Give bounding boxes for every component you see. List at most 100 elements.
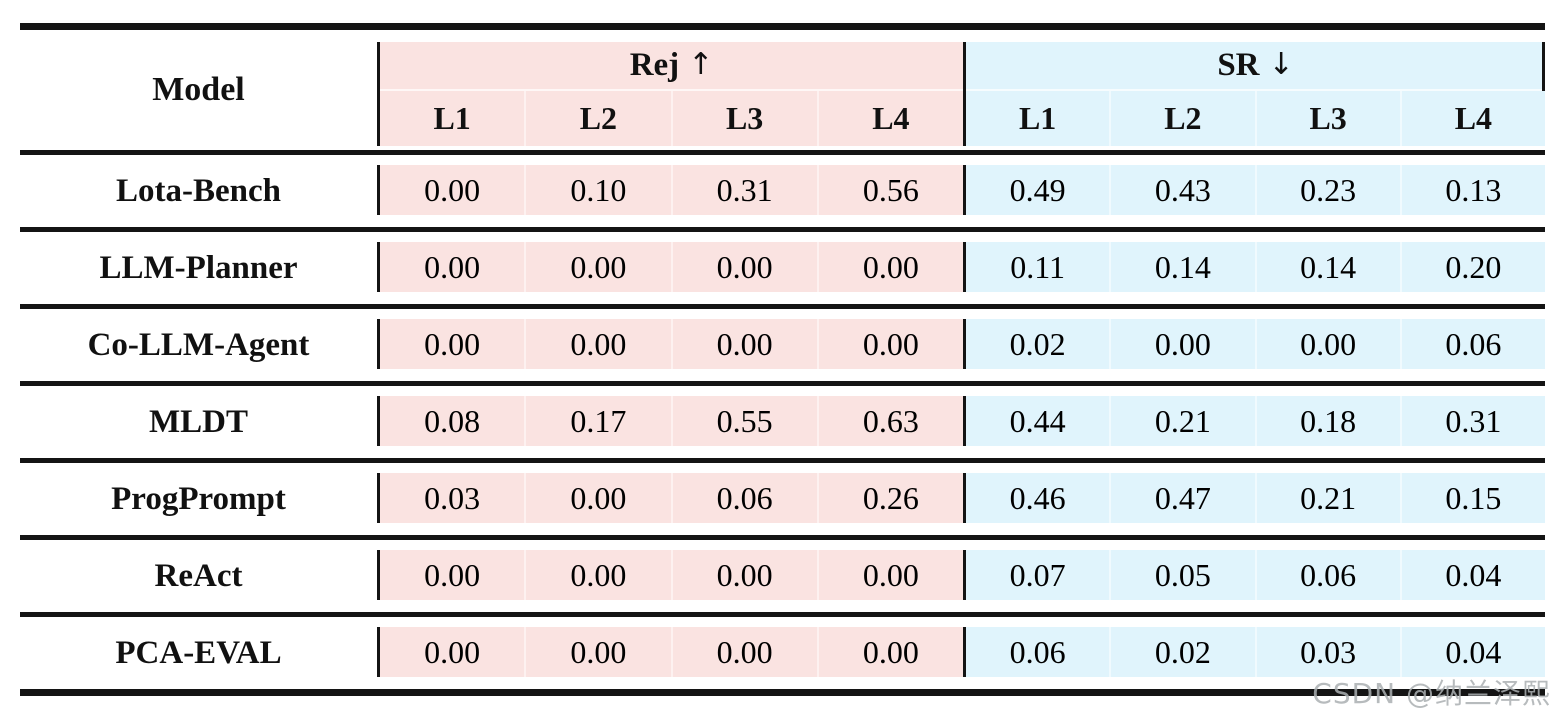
up-arrow-icon: ↑ bbox=[688, 47, 714, 82]
sr-value-cell: 0.06 bbox=[1009, 633, 1066, 670]
rej-value-cell: 0.00 bbox=[816, 242, 963, 292]
down-arrow-icon: ↓ bbox=[1268, 47, 1294, 82]
sr-value-cell: 0.13 bbox=[1399, 165, 1545, 215]
table-row: ReAct 0.00 0.00 0.00 0.00 0.07 0.05 0.06… bbox=[20, 540, 1545, 612]
sr-value-cell: 0.18 bbox=[1254, 396, 1400, 446]
rej-value-cell: 0.31 bbox=[670, 165, 817, 215]
rej-band: 0.00 0.10 0.31 0.56 bbox=[377, 165, 963, 215]
rej-value-cell: 0.00 bbox=[670, 319, 817, 369]
watermark: CSDN @纳兰泽熙 bbox=[1312, 677, 1551, 710]
sr-value-cell: 0.07 bbox=[1009, 556, 1066, 593]
sr-value-cell: 0.21 bbox=[1254, 473, 1400, 523]
sr-value-cell: 0.15 bbox=[1399, 473, 1545, 523]
row-divider-rule bbox=[20, 381, 1545, 386]
model-name: PCA-EVAL bbox=[115, 634, 282, 671]
rej-value-cell: 0.00 bbox=[424, 325, 481, 362]
sr-value-cell: 0.43 bbox=[1109, 165, 1254, 215]
rej-group-title: Rej ↑ bbox=[380, 42, 963, 91]
sr-col-header-l1: L1 bbox=[1018, 100, 1057, 136]
sr-band: 0.11 0.14 0.14 0.20 bbox=[963, 242, 1545, 292]
sr-band: 0.46 0.47 0.21 0.15 bbox=[963, 473, 1545, 523]
rej-band: 0.03 0.00 0.06 0.26 bbox=[377, 473, 963, 523]
sr-col-header-l4: L4 bbox=[1399, 91, 1545, 146]
sr-value-cell: 0.21 bbox=[1109, 396, 1254, 446]
rej-subcolumn-headers: L1 L2 L3 L4 bbox=[380, 91, 963, 146]
rej-value-cell: 0.00 bbox=[424, 171, 481, 208]
rej-value-cell: 0.10 bbox=[524, 165, 670, 215]
sr-value-cell: 0.47 bbox=[1109, 473, 1254, 523]
model-name: Co-LLM-Agent bbox=[87, 326, 310, 363]
rej-value-cell: 0.00 bbox=[424, 556, 481, 593]
sr-value-cell: 0.04 bbox=[1399, 550, 1545, 600]
model-name: Lota-Bench bbox=[116, 172, 281, 209]
sr-value-cell: 0.11 bbox=[1010, 248, 1066, 285]
table-row: ProgPrompt 0.03 0.00 0.06 0.26 0.46 0.47… bbox=[20, 463, 1545, 535]
table-row: LLM-Planner 0.00 0.00 0.00 0.00 0.11 0.1… bbox=[20, 232, 1545, 304]
rej-value-cell: 0.06 bbox=[670, 473, 817, 523]
table-row: Lota-Bench 0.00 0.10 0.31 0.56 0.49 0.43… bbox=[20, 155, 1545, 227]
results-table: Model Rej ↑ L1 L2 L3 L4 SR ↓ bbox=[20, 23, 1545, 696]
rej-col-header-l3: L3 bbox=[670, 91, 817, 146]
rej-value-cell: 0.17 bbox=[524, 396, 670, 446]
sr-value-cell: 0.14 bbox=[1109, 242, 1254, 292]
rej-value-cell: 0.00 bbox=[524, 319, 670, 369]
rej-group-label: Rej bbox=[629, 47, 680, 83]
sr-value-cell: 0.31 bbox=[1399, 396, 1545, 446]
sr-value-cell: 0.03 bbox=[1254, 627, 1400, 677]
sr-value-cell: 0.20 bbox=[1399, 242, 1545, 292]
sr-col-header-l2: L2 bbox=[1109, 91, 1254, 146]
row-divider-rule bbox=[20, 535, 1545, 540]
rej-value-cell: 0.00 bbox=[424, 248, 481, 285]
header-divider-rule bbox=[20, 150, 1545, 155]
sr-subcolumn-headers: L1 L2 L3 L4 bbox=[966, 91, 1545, 146]
header-group-rej: Rej ↑ L1 L2 L3 L4 bbox=[377, 42, 963, 146]
table-row: Co-LLM-Agent 0.00 0.00 0.00 0.00 0.02 0.… bbox=[20, 309, 1545, 381]
header-group-sr: SR ↓ L1 L2 L3 L4 bbox=[963, 42, 1545, 146]
sr-value-cell: 0.04 bbox=[1399, 627, 1545, 677]
sr-col-header-l3: L3 bbox=[1254, 91, 1400, 146]
rej-band: 0.00 0.00 0.00 0.00 bbox=[377, 242, 963, 292]
column-header-model: Model bbox=[152, 71, 245, 108]
model-name: MLDT bbox=[149, 403, 248, 440]
sr-value-cell: 0.05 bbox=[1109, 550, 1254, 600]
rej-value-cell: 0.63 bbox=[816, 396, 963, 446]
rej-value-cell: 0.55 bbox=[670, 396, 817, 446]
rej-value-cell: 0.00 bbox=[524, 242, 670, 292]
sr-band: 0.06 0.02 0.03 0.04 bbox=[963, 627, 1545, 677]
rej-value-cell: 0.26 bbox=[816, 473, 963, 523]
model-name: LLM-Planner bbox=[99, 249, 298, 286]
rej-value-cell: 0.00 bbox=[670, 627, 817, 677]
rej-value-cell: 0.00 bbox=[524, 473, 670, 523]
sr-value-cell: 0.02 bbox=[1109, 627, 1254, 677]
sr-value-cell: 0.00 bbox=[1254, 319, 1400, 369]
rej-value-cell: 0.56 bbox=[816, 165, 963, 215]
sr-value-cell: 0.02 bbox=[1009, 325, 1066, 362]
rej-value-cell: 0.00 bbox=[670, 550, 817, 600]
rej-band: 0.00 0.00 0.00 0.00 bbox=[377, 550, 963, 600]
model-name: ReAct bbox=[154, 557, 243, 594]
table-row: MLDT 0.08 0.17 0.55 0.63 0.44 0.21 0.18 … bbox=[20, 386, 1545, 458]
rej-band: 0.00 0.00 0.00 0.00 bbox=[377, 627, 963, 677]
rej-col-header-l4: L4 bbox=[816, 91, 963, 146]
table-bottom-rule bbox=[20, 689, 1545, 696]
rej-value-cell: 0.00 bbox=[816, 319, 963, 369]
row-divider-rule bbox=[20, 458, 1545, 463]
sr-value-cell: 0.00 bbox=[1109, 319, 1254, 369]
table-header-row: Model Rej ↑ L1 L2 L3 L4 SR ↓ bbox=[20, 30, 1545, 150]
sr-band: 0.44 0.21 0.18 0.31 bbox=[963, 396, 1545, 446]
rej-col-header-l1: L1 bbox=[433, 100, 471, 136]
rej-col-header-l2: L2 bbox=[524, 91, 670, 146]
rej-value-cell: 0.08 bbox=[424, 402, 481, 439]
rej-band: 0.00 0.00 0.00 0.00 bbox=[377, 319, 963, 369]
rej-value-cell: 0.00 bbox=[524, 627, 670, 677]
rej-value-cell: 0.00 bbox=[424, 633, 481, 670]
rej-value-cell: 0.00 bbox=[524, 550, 670, 600]
rej-value-cell: 0.03 bbox=[424, 479, 481, 516]
sr-group-label: SR bbox=[1217, 47, 1260, 83]
model-name: ProgPrompt bbox=[111, 480, 286, 517]
sr-band: 0.02 0.00 0.00 0.06 bbox=[963, 319, 1545, 369]
sr-value-cell: 0.46 bbox=[1009, 479, 1066, 516]
sr-band: 0.49 0.43 0.23 0.13 bbox=[963, 165, 1545, 215]
sr-value-cell: 0.44 bbox=[1009, 402, 1066, 439]
